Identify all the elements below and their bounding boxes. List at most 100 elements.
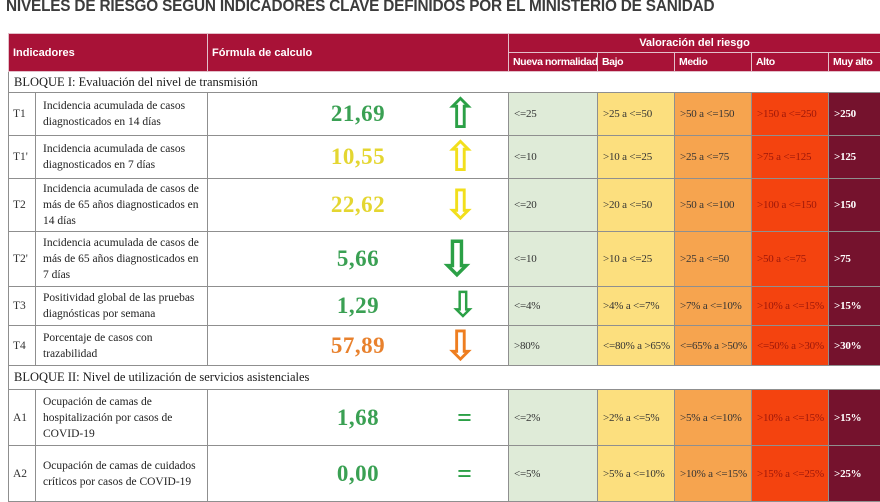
- col-header-formula: Fórmula de calculo: [208, 34, 509, 72]
- col-header-nueva-normalidad: Nueva normalidad: [509, 53, 598, 72]
- trend-up-icon: ⇧: [443, 136, 478, 178]
- indicator-value-cell: 21,69 ⇧: [208, 93, 509, 136]
- trend-down-icon: ⇩: [443, 326, 478, 366]
- indicator-code: A1: [9, 390, 36, 446]
- indicator-description: Ocupación de camas de hospitalización po…: [36, 390, 208, 446]
- indicator-code: T1': [9, 136, 36, 179]
- risk-cell-muy-alto: >30%: [829, 326, 880, 366]
- risk-cell-nueva-normalidad: <=25: [509, 93, 598, 136]
- indicator-value-cell: 5,66 ⇩: [208, 232, 509, 287]
- risk-cell-bajo: >4% a <=7%: [598, 287, 675, 326]
- indicator-value: 0,00: [337, 461, 379, 486]
- risk-cell-muy-alto: >25%: [829, 446, 880, 502]
- risk-cell-muy-alto: >15%: [829, 287, 880, 326]
- risk-cell-medio: >10% a <=15%: [675, 446, 752, 502]
- page-title: NIVELES DE RIESGO SEGÚN INDICADORES CLAV…: [6, 0, 714, 16]
- risk-cell-muy-alto: >125: [829, 136, 880, 179]
- risk-cell-nueva-normalidad: <=10: [509, 232, 598, 287]
- col-header-muy-alto: Muy alto: [829, 53, 880, 72]
- indicator-code: A2: [9, 446, 36, 502]
- indicator-code: T3: [9, 287, 36, 326]
- table-row: T1' Incidencia acumulada de casos diagno…: [9, 136, 880, 179]
- indicator-value-cell: 57,89 ⇩: [208, 326, 509, 366]
- risk-cell-alto: >10% a <=15%: [752, 287, 829, 326]
- indicator-value: 1,29: [337, 293, 379, 318]
- col-header-bajo: Bajo: [598, 53, 675, 72]
- indicator-description: Incidencia acumulada de casos diagnostic…: [36, 136, 208, 179]
- risk-levels-table: Indicadores Fórmula de calculo Valoració…: [8, 33, 880, 502]
- indicator-code: T2: [9, 179, 36, 232]
- risk-cell-nueva-normalidad: <=2%: [509, 390, 598, 446]
- indicator-description: Incidencia acumulada de casos de más de …: [36, 179, 208, 232]
- indicator-description: Positividad global de las pruebas diagnó…: [36, 287, 208, 326]
- risk-cell-nueva-normalidad: <=4%: [509, 287, 598, 326]
- indicator-value-cell: 22,62 ⇩: [208, 179, 509, 232]
- risk-cell-alto: <=50% a >30%: [752, 326, 829, 366]
- trend-down-icon: ⇩: [443, 184, 478, 226]
- risk-cell-medio: >50 a <=100: [675, 179, 752, 232]
- trend-down-icon: ⇩: [448, 288, 478, 324]
- risk-cell-nueva-normalidad: <=5%: [509, 446, 598, 502]
- indicator-description: Incidencia acumulada de casos de más de …: [36, 232, 208, 287]
- col-header-indicadores: Indicadores: [9, 34, 208, 72]
- risk-cell-bajo: <=80% a >65%: [598, 326, 675, 366]
- risk-cell-alto: >150 a <=250: [752, 93, 829, 136]
- risk-cell-alto: >50 a <=75: [752, 232, 829, 287]
- indicator-value: 5,66: [337, 246, 379, 271]
- risk-cell-muy-alto: >150: [829, 179, 880, 232]
- risk-cell-medio: <=65% a >50%: [675, 326, 752, 366]
- risk-cell-medio: >5% a <=10%: [675, 390, 752, 446]
- block-header-row: BLOQUE II: Nivel de utilización de servi…: [9, 366, 880, 390]
- risk-cell-bajo: >2% a <=5%: [598, 390, 675, 446]
- risk-cell-medio: >25 a <=50: [675, 232, 752, 287]
- risk-cell-bajo: >5% a <=10%: [598, 446, 675, 502]
- col-header-alto: Alto: [752, 53, 829, 72]
- equal-icon: =: [457, 405, 472, 431]
- risk-cell-bajo: >10 a <=25: [598, 136, 675, 179]
- indicator-code: T4: [9, 326, 36, 366]
- risk-cell-nueva-normalidad: >80%: [509, 326, 598, 366]
- indicator-description: Ocupación de camas de cuidados críticos …: [36, 446, 208, 502]
- indicator-description: Incidencia acumulada de casos diagnostic…: [36, 93, 208, 136]
- risk-cell-muy-alto: >75: [829, 232, 880, 287]
- risk-cell-nueva-normalidad: <=10: [509, 136, 598, 179]
- risk-cell-alto: >15% a <=25%: [752, 446, 829, 502]
- risk-cell-bajo: >20 a <=50: [598, 179, 675, 232]
- risk-cell-alto: >10% a <=15%: [752, 390, 829, 446]
- indicator-value-cell: 10,55 ⇧: [208, 136, 509, 179]
- risk-cell-bajo: >10 a <=25: [598, 232, 675, 287]
- block-header-row: BLOQUE I: Evaluación del nivel de transm…: [9, 72, 880, 93]
- table-row: T1 Incidencia acumulada de casos diagnos…: [9, 93, 880, 136]
- indicator-code: T1: [9, 93, 36, 136]
- risk-cell-muy-alto: >15%: [829, 390, 880, 446]
- indicator-code: T2': [9, 232, 36, 287]
- indicator-value-cell: 1,68 =: [208, 390, 509, 446]
- risk-cell-bajo: >25 a <=50: [598, 93, 675, 136]
- risk-cell-medio: >25 a <=75: [675, 136, 752, 179]
- table-row: T3 Positividad global de las pruebas dia…: [9, 287, 880, 326]
- table-row: T2' Incidencia acumulada de casos de más…: [9, 232, 880, 287]
- indicator-description: Porcentaje de casos con trazabilidad: [36, 326, 208, 366]
- risk-cell-muy-alto: >250: [829, 93, 880, 136]
- table-row: T4 Porcentaje de casos con trazabilidad …: [9, 326, 880, 366]
- indicator-value-cell: 1,29 ⇩: [208, 287, 509, 326]
- indicator-value: 57,89: [331, 333, 385, 358]
- indicator-value: 1,68: [337, 405, 379, 430]
- trend-down-icon: ⇩: [436, 234, 478, 284]
- risk-cell-nueva-normalidad: <=20: [509, 179, 598, 232]
- equal-icon: =: [457, 461, 472, 487]
- block-ii-header: BLOQUE II: Nivel de utilización de servi…: [9, 366, 880, 390]
- table-row: A1 Ocupación de camas de hospitalización…: [9, 390, 880, 446]
- col-header-medio: Medio: [675, 53, 752, 72]
- table-row: A2 Ocupación de camas de cuidados crític…: [9, 446, 880, 502]
- indicator-value: 21,69: [331, 101, 385, 126]
- col-header-valoracion: Valoración del riesgo: [509, 34, 880, 53]
- risk-cell-medio: >7% a <=10%: [675, 287, 752, 326]
- risk-cell-alto: >75 a <=125: [752, 136, 829, 179]
- header-row-top: Indicadores Fórmula de calculo Valoració…: [9, 34, 880, 53]
- risk-cell-medio: >50 a <=150: [675, 93, 752, 136]
- table-row: T2 Incidencia acumulada de casos de más …: [9, 179, 880, 232]
- risk-cell-alto: >100 a <=150: [752, 179, 829, 232]
- indicator-value-cell: 0,00 =: [208, 446, 509, 502]
- indicator-value: 22,62: [331, 192, 385, 217]
